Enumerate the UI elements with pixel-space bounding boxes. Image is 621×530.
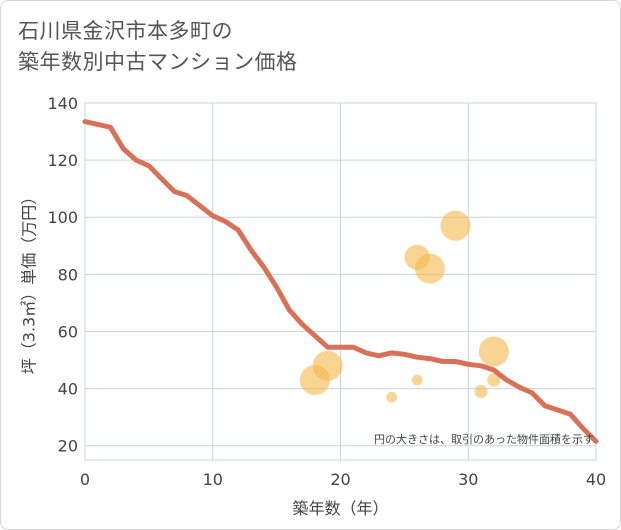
scatter-point: [440, 210, 471, 241]
x-tick-label: 20: [330, 470, 350, 489]
scatter-point: [478, 336, 509, 367]
x-axis-label: 築年数（年）: [292, 499, 388, 518]
y-tick-label: 60: [58, 322, 78, 341]
x-tick-label: 10: [203, 470, 223, 489]
y-axis-label: 坪（3.3㎡）単価（万円）: [20, 189, 39, 374]
y-tick-label: 20: [58, 437, 78, 456]
x-tick-label: 30: [458, 470, 478, 489]
tick-labels: 0 10 20 30 40 20 40 60 80 100 120 140: [47, 94, 606, 489]
chart-title-line-2: 築年数別中古マンション価格: [18, 50, 298, 74]
chart-title: 石川県金沢市本多町の 築年数別中古マンション価格: [18, 16, 298, 78]
x-tick-label: 40: [586, 470, 606, 489]
y-tick-label: 80: [58, 265, 78, 284]
bubble-series: [299, 210, 509, 403]
line-series: [82, 119, 599, 444]
scatter-point: [411, 374, 423, 386]
average-price-line: [82, 119, 599, 444]
bubble-size-note: 円の大きさは、取引のあった物件面積を示す: [374, 432, 594, 446]
scatter-point: [414, 253, 445, 284]
y-tick-label: 140: [47, 94, 78, 113]
y-tick-label: 120: [47, 151, 78, 170]
x-tick-label: 0: [80, 470, 90, 489]
scatter-point: [312, 350, 343, 381]
chart-title-line-1: 石川県金沢市本多町の: [18, 19, 233, 43]
scatter-point: [386, 391, 397, 403]
scatter-point: [487, 373, 501, 387]
y-tick-label: 100: [47, 208, 78, 227]
y-tick-label: 40: [58, 380, 78, 399]
grid: [84, 102, 597, 461]
scatter-point: [474, 384, 488, 399]
